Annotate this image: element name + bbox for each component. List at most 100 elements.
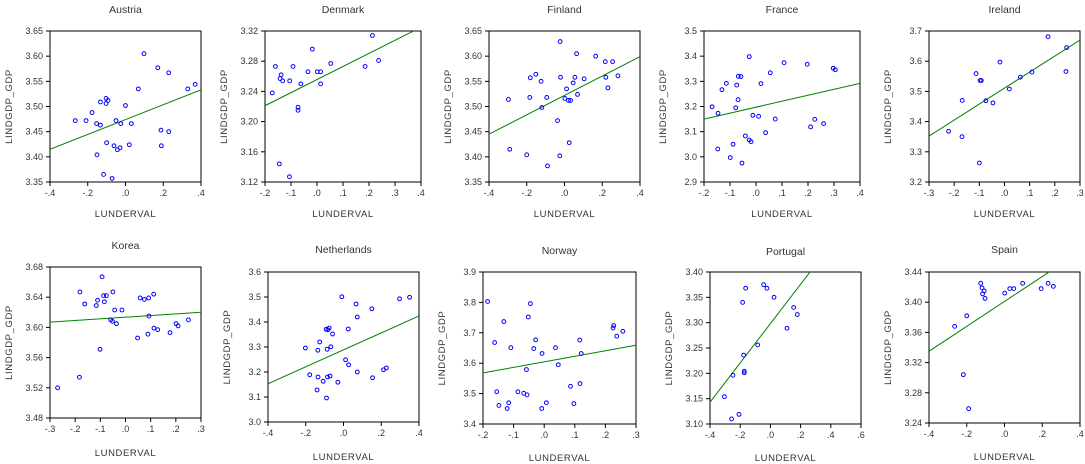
data-point	[166, 129, 172, 135]
data-point	[287, 174, 292, 180]
fit-line	[489, 56, 640, 135]
data-point	[507, 146, 513, 152]
data-point	[496, 403, 502, 408]
data-point	[110, 318, 115, 324]
x-tick-label: .2	[1051, 188, 1059, 198]
x-axis-label: LUNDERVAL	[534, 209, 596, 220]
x-tick-label: -.1	[725, 188, 736, 198]
data-point	[741, 352, 747, 358]
data-point	[730, 372, 736, 378]
y-tick-label: 3.35	[685, 292, 703, 302]
y-tick-label: 3.60	[25, 51, 43, 61]
data-point	[571, 401, 577, 407]
data-point	[1002, 290, 1008, 296]
panel-portugal: Portugal 3.10 3.15 3.20 3.25 3.30 3.35 3.40 -.4 -…	[664, 246, 865, 464]
x-tick-label: -.2	[70, 424, 81, 434]
y-tick-label: 3.25	[685, 343, 703, 353]
data-point	[317, 339, 323, 345]
y-tick-label: 3.44	[904, 267, 922, 277]
data-point	[158, 143, 164, 149]
data-point	[771, 294, 777, 300]
x-tick-label: .2	[804, 188, 812, 198]
data-point	[318, 69, 324, 75]
y-tick-label: 3.45	[464, 127, 482, 137]
data-point	[740, 300, 746, 305]
data-point	[278, 72, 284, 78]
y-tick-label: 3.55	[25, 76, 43, 86]
data-point	[328, 61, 334, 66]
data-point	[557, 153, 563, 159]
y-tick-label: 3.64	[25, 292, 43, 302]
data-point	[620, 328, 626, 334]
data-point	[287, 78, 293, 84]
x-tick-label: .2	[602, 430, 610, 440]
data-point	[354, 314, 360, 320]
data-point	[112, 307, 118, 313]
data-point	[574, 51, 579, 57]
data-point	[538, 78, 544, 84]
data-point	[575, 92, 580, 97]
data-point	[808, 124, 813, 130]
x-tick-label: -.2	[949, 188, 960, 198]
x-tick-label: .1	[339, 188, 347, 198]
data-point	[506, 97, 511, 102]
data-point	[1064, 45, 1070, 51]
data-point	[739, 160, 745, 166]
fit-line	[50, 311, 201, 323]
data-point	[89, 110, 95, 115]
data-point	[506, 400, 512, 406]
y-tick-label: 3.40	[904, 297, 922, 307]
data-point	[155, 65, 161, 71]
data-point	[733, 105, 739, 111]
x-tick-label: -.4	[705, 430, 716, 440]
data-point	[339, 294, 345, 300]
data-point	[952, 323, 958, 329]
data-point	[605, 85, 611, 91]
x-tick-label: -.1	[508, 430, 519, 440]
y-tick-label: 3.1	[248, 392, 261, 402]
y-tick-label: 3.20	[685, 368, 703, 378]
data-point	[539, 105, 545, 110]
data-point	[82, 301, 88, 307]
data-point	[570, 80, 576, 86]
data-point	[354, 369, 360, 375]
x-tick-label: .0	[313, 188, 321, 198]
x-tick-label: .4	[636, 188, 644, 198]
data-point	[314, 387, 320, 393]
data-point	[758, 81, 764, 86]
plot-frame	[49, 30, 202, 183]
chart-title: Netherlands	[315, 244, 372, 256]
data-point	[1011, 286, 1017, 292]
x-tick-label: .0	[122, 424, 130, 434]
y-tick-label: 3.6	[463, 358, 476, 368]
data-point	[748, 139, 754, 145]
plot-frame	[49, 266, 202, 419]
x-tick-label: .2	[159, 188, 167, 198]
x-tick-label: .1	[778, 188, 786, 198]
data-point	[555, 118, 560, 123]
y-tick-label: 3.20	[240, 117, 258, 127]
data-point	[611, 323, 617, 328]
chart-title: Norway	[542, 245, 578, 257]
data-point	[175, 323, 181, 329]
y-tick-label: 3.5	[463, 389, 476, 399]
panel-norway: Norway 3.4 3.5 3.6 3.7 3.8 3.9 -.2 -.1 .0 .1 .2 .3 LU…	[437, 245, 640, 464]
data-point	[959, 98, 965, 103]
y-tick-label: 3.3	[684, 76, 697, 86]
data-point	[577, 337, 583, 343]
panel-france: France 2.9 3.0 3.1 3.2 3.3 3.4 3.5 -.2 -.1 .0 .1 .2.…	[658, 4, 864, 220]
x-axis-label: LUNDERVAL	[974, 209, 1036, 220]
data-point	[343, 357, 348, 363]
y-tick-label: 3.10	[685, 419, 703, 429]
data-point	[735, 73, 741, 79]
x-tick-label: -.4	[924, 429, 935, 439]
data-point	[734, 82, 740, 88]
y-tick-label: 3.32	[904, 358, 922, 368]
data-point	[318, 81, 324, 87]
data-point	[485, 299, 490, 304]
data-point	[741, 368, 747, 374]
data-point	[557, 39, 563, 44]
x-tick-label: .1	[1026, 188, 1034, 198]
data-point	[330, 331, 335, 337]
chart-title: Austria	[109, 4, 142, 16]
